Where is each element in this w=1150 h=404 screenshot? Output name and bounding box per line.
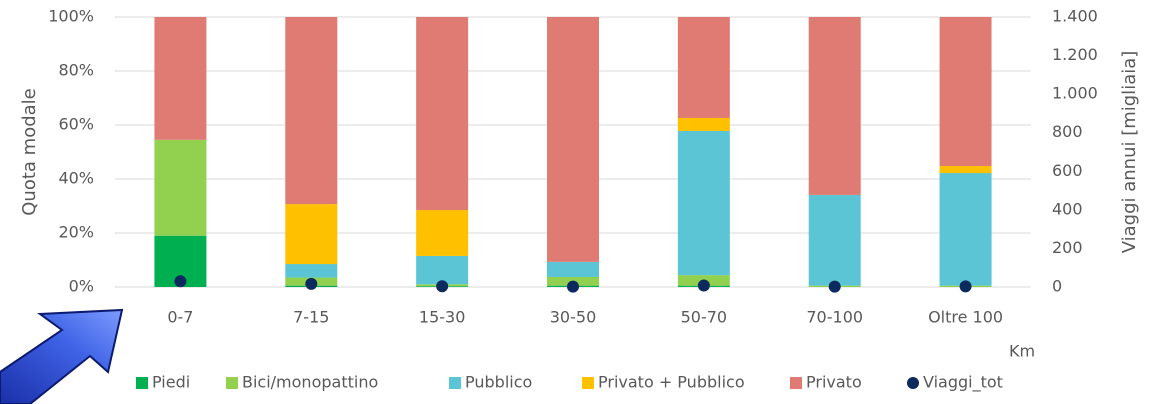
bar-segment: [677, 117, 730, 131]
x-tick-label: 30-50: [550, 308, 597, 327]
y2-tick-label: 1.400: [1052, 7, 1098, 26]
y2-tick-label: 1.000: [1052, 84, 1098, 103]
bar-segment: [939, 173, 992, 286]
x-tick-label: Oltre 100: [928, 308, 1003, 327]
bar-segment: [939, 17, 992, 167]
bar-segment: [154, 17, 207, 140]
y-tick-label: 80%: [58, 61, 94, 80]
data-point: [828, 280, 841, 293]
x-tick-label: 50-70: [681, 308, 728, 327]
data-point: [959, 280, 972, 293]
bar-segment: [808, 194, 861, 286]
legend-label: Pubblico: [465, 373, 532, 392]
y-tick-label: 20%: [58, 223, 94, 242]
bar-segment: [677, 130, 730, 276]
legend-marker: [907, 377, 919, 389]
y2-axis-label: Viaggi annui [migliaia]: [1119, 51, 1140, 254]
bar-segment: [416, 17, 469, 211]
y2-tick-label: 400: [1052, 199, 1083, 218]
legend-label: Viaggi_tot: [923, 373, 1003, 393]
y2-tick-label: 600: [1052, 161, 1083, 180]
bar-segment: [677, 17, 730, 118]
x-tick-label: 70-100: [806, 308, 863, 327]
legend-label: Bici/monopattino: [242, 373, 378, 392]
x-tick-label: 0-7: [167, 308, 193, 327]
legend-label: Privato: [806, 373, 862, 392]
y-tick-label: 0%: [69, 277, 94, 296]
x-tick-label: 15-30: [419, 308, 466, 327]
data-point: [305, 277, 318, 290]
x-tick-label: 7-15: [293, 308, 329, 327]
bar-segment: [416, 255, 469, 285]
data-point: [697, 279, 710, 292]
bar-segment: [939, 166, 992, 174]
bar-segment: [285, 264, 338, 278]
bar-segment: [154, 139, 207, 236]
legend-label: Piedi: [152, 373, 190, 392]
y-tick-label: 40%: [58, 169, 94, 188]
y2-tick-label: 1.200: [1052, 45, 1098, 64]
data-point: [567, 280, 579, 293]
bar-segment: [285, 204, 338, 265]
y-tick-label: 100%: [48, 7, 94, 26]
y-axis-label: Quota modale: [19, 88, 40, 215]
data-point: [174, 275, 187, 288]
legend-marker: [582, 377, 594, 389]
bar-segment: [547, 261, 599, 278]
bar-segment: [285, 17, 338, 205]
bar-segment: [808, 17, 861, 195]
legend-marker: [226, 377, 238, 389]
bar-segment: [416, 210, 469, 256]
y-tick-label: 60%: [58, 115, 94, 134]
y2-tick-label: 200: [1052, 238, 1083, 257]
data-point: [436, 280, 449, 293]
y2-tick-label: 800: [1052, 122, 1083, 141]
bar-segment: [547, 17, 599, 262]
y2-tick-label: 0: [1052, 277, 1062, 296]
legend-marker: [136, 377, 148, 389]
legend-marker: [449, 377, 461, 389]
legend-label: Privato + Pubblico: [598, 373, 745, 392]
x-axis-label: Km: [1009, 342, 1035, 361]
legend-marker: [790, 377, 802, 389]
arrow-icon: [0, 308, 124, 404]
